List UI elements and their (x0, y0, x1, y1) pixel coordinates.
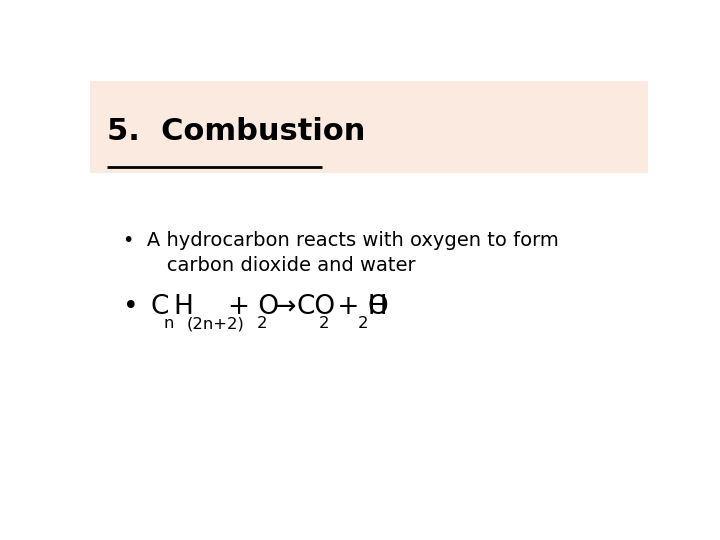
Text: H: H (174, 294, 194, 320)
Text: 2: 2 (256, 316, 267, 331)
Text: n: n (163, 316, 174, 331)
Text: + O: + O (228, 294, 279, 320)
Text: + H: + H (329, 294, 387, 320)
Text: 5.  Combustion: 5. Combustion (107, 117, 365, 146)
Text: O: O (368, 294, 389, 320)
Text: •  A hydrocarbon reacts with oxygen to form
       carbon dioxide and water: • A hydrocarbon reacts with oxygen to fo… (124, 231, 559, 275)
Text: •: • (124, 294, 139, 320)
Text: 2: 2 (319, 316, 329, 331)
Text: 2: 2 (358, 316, 369, 331)
Text: →: → (266, 294, 305, 320)
Text: CO: CO (297, 294, 336, 320)
Text: C: C (150, 294, 168, 320)
FancyBboxPatch shape (90, 82, 648, 173)
Text: (2n+2): (2n+2) (187, 316, 245, 331)
